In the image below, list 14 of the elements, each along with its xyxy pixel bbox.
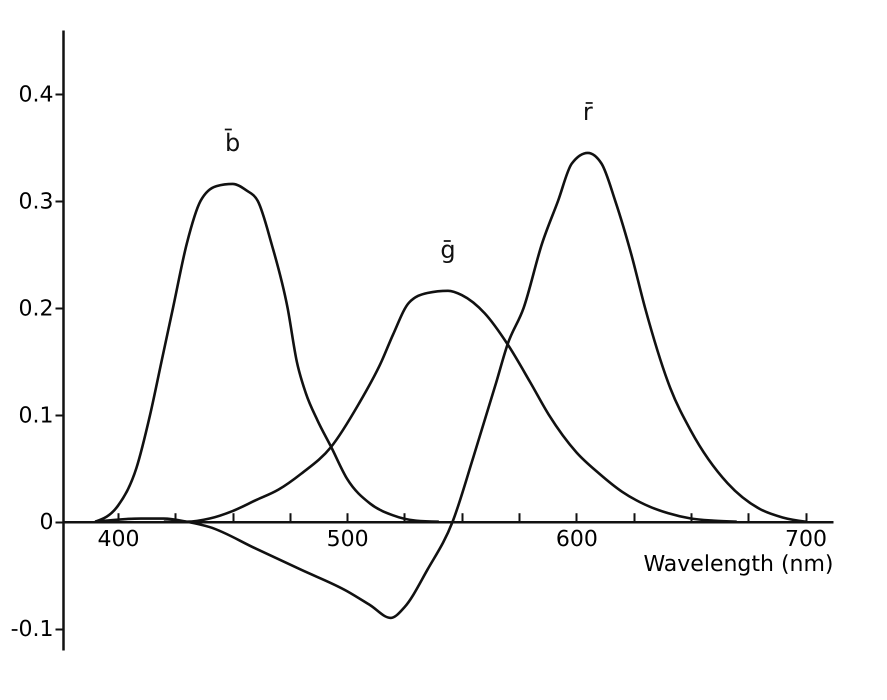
- series-label: ḡ: [440, 236, 456, 264]
- y-tick-label: 0.3: [18, 190, 54, 215]
- series-label: r̄: [582, 98, 594, 126]
- y-tick-label: 0.2: [18, 296, 54, 322]
- y-tick-label: 0: [40, 510, 54, 536]
- series-label: b̄: [224, 128, 240, 157]
- y-tick-label: -0.1: [10, 617, 54, 642]
- x-tick-label: 400: [98, 527, 140, 552]
- x-tick-label: 700: [785, 527, 827, 552]
- y-tick-label: 0.4: [18, 82, 54, 108]
- y-tick-label: 0.1: [18, 403, 54, 428]
- x-tick-label: 500: [326, 527, 369, 552]
- x-tick-label: 600: [556, 527, 598, 552]
- x-axis-title: Wavelength (nm): [643, 552, 834, 578]
